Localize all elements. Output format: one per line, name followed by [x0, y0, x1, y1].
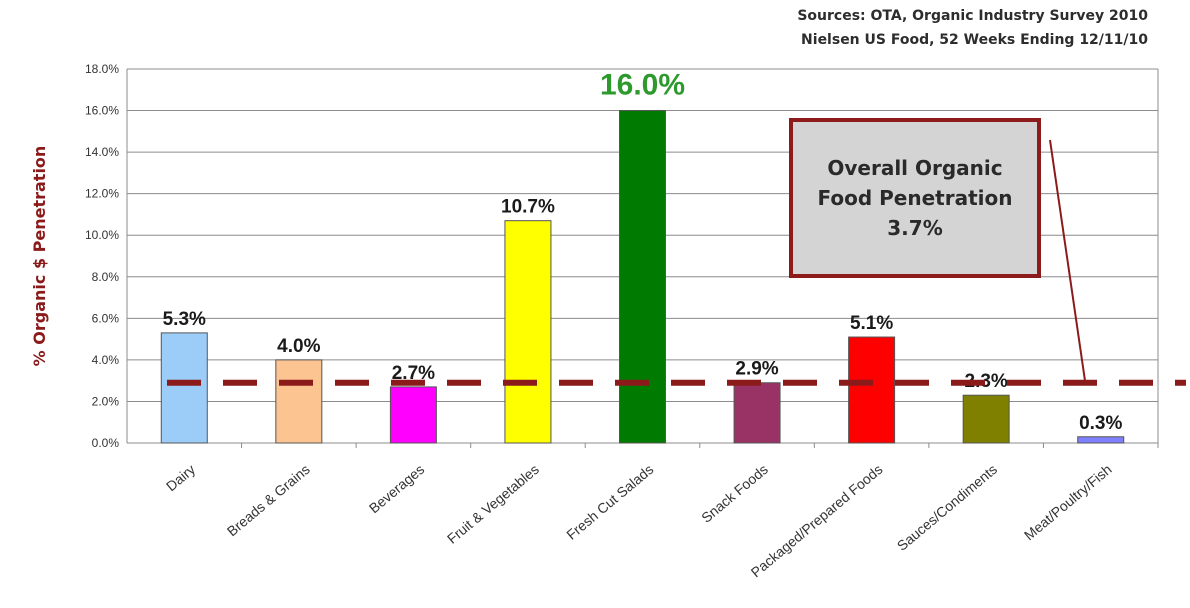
sources-line-1: Sources: OTA, Organic Industry Survey 20…	[797, 8, 1148, 24]
y-tick-label: 10.0%	[85, 228, 119, 242]
data-label-1: 4.0%	[277, 336, 320, 357]
bar-2	[389, 386, 437, 444]
data-label-5: 2.9%	[735, 359, 778, 380]
bar-4	[619, 110, 666, 444]
bar-3	[504, 220, 552, 444]
y-tick-label: 14.0%	[85, 145, 119, 159]
overall-penetration-callout: Overall Organic Food Penetration 3.7%	[789, 118, 1041, 278]
callout-pointer	[1049, 139, 1086, 381]
category-label-6: Packaged/Prepared Foods	[748, 461, 886, 580]
category-label-5: Snack Foods	[698, 461, 771, 526]
y-tick-label: 2.0%	[92, 394, 120, 408]
category-label-3: Fruit & Vegetables	[444, 461, 542, 547]
data-label-7: 2.3%	[965, 371, 1008, 392]
y-axis-title: % Organic $ Penetration	[30, 146, 49, 367]
category-label-4: Fresh Cut Salads	[563, 461, 656, 543]
y-tick-label: 18.0%	[85, 62, 119, 76]
y-tick-label: 16.0%	[85, 104, 119, 118]
data-label-4: 16.0%	[600, 69, 685, 102]
data-label-8: 0.3%	[1079, 413, 1122, 434]
y-tick-label: 12.0%	[85, 187, 119, 201]
data-label-6: 5.1%	[850, 313, 893, 334]
category-label-0: Dairy	[163, 461, 198, 494]
category-label-7: Sauces/Condiments	[894, 461, 1000, 554]
category-label-2: Beverages	[366, 461, 428, 516]
data-label-2: 2.7%	[392, 363, 435, 384]
y-tick-label: 6.0%	[92, 311, 120, 325]
y-tick-label: 8.0%	[92, 270, 120, 284]
bar-5	[733, 382, 781, 444]
callout-line-1: Overall Organic	[827, 156, 1003, 180]
sources-line-2: Nielsen US Food, 52 Weeks Ending 12/11/1…	[801, 32, 1148, 48]
bar-0	[160, 332, 208, 444]
data-label-0: 5.3%	[163, 309, 206, 330]
data-label-3: 10.7%	[501, 197, 555, 218]
bar-1	[275, 359, 323, 444]
category-label-8: Meat/Poultry/Fish	[1021, 461, 1115, 543]
y-tick-label: 0.0%	[92, 436, 120, 450]
category-label-1: Breads & Grains	[224, 461, 313, 539]
callout-value: 3.7%	[887, 216, 943, 240]
bar-7	[962, 394, 1010, 444]
callout-line-2: Food Penetration	[817, 186, 1013, 210]
y-tick-label: 4.0%	[92, 353, 120, 367]
bar-6	[848, 336, 896, 444]
sources-note: Sources: OTA, Organic Industry Survey 20…	[797, 4, 1148, 52]
bar-8	[1077, 436, 1125, 444]
